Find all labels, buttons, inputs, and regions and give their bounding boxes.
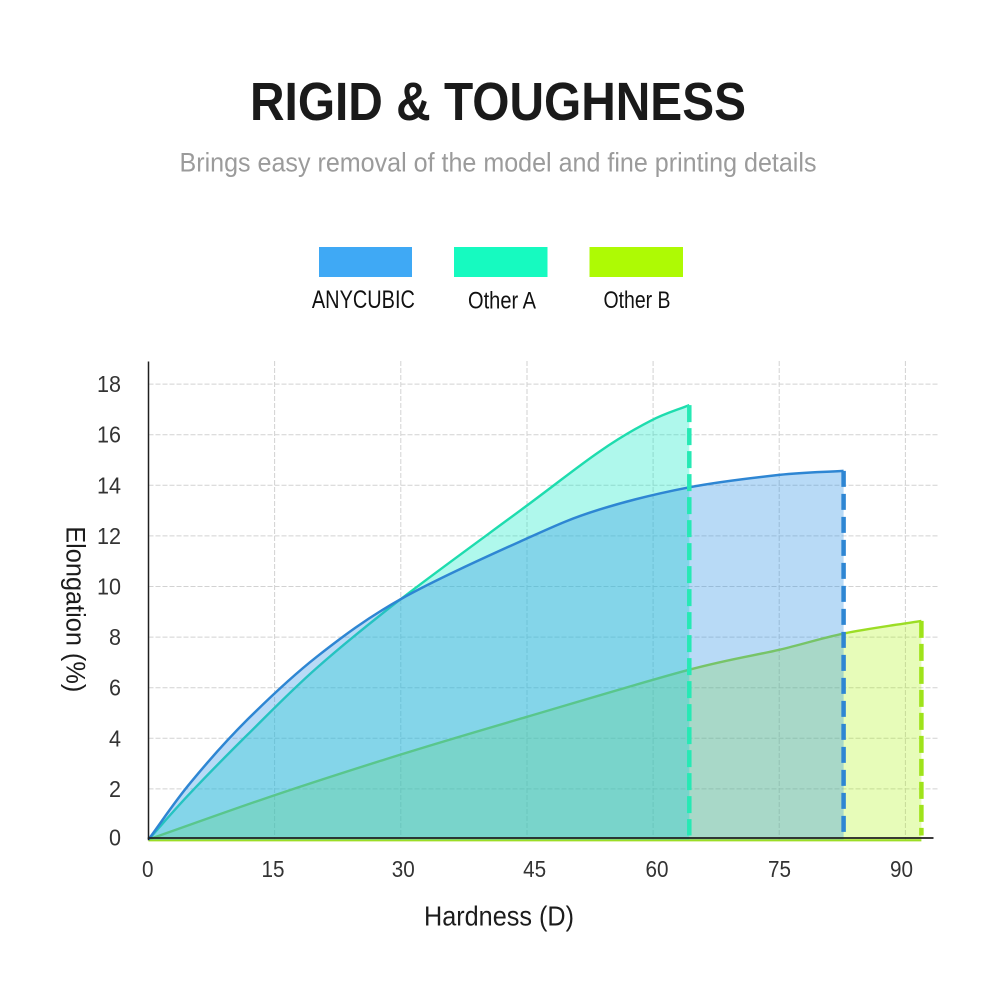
- svg-text:15: 15: [262, 856, 285, 882]
- svg-text:ANYCUBIC: ANYCUBIC: [312, 286, 415, 314]
- svg-text:30: 30: [392, 856, 415, 882]
- svg-text:0: 0: [142, 856, 154, 882]
- svg-text:12: 12: [97, 523, 121, 549]
- svg-text:Brings easy removal of the mod: Brings easy removal of the model and fin…: [180, 148, 817, 178]
- svg-text:45: 45: [523, 856, 546, 882]
- svg-text:90: 90: [890, 856, 913, 882]
- svg-text:Other B: Other B: [604, 287, 671, 314]
- svg-text:Elongation (%): Elongation (%): [61, 526, 91, 692]
- svg-text:4: 4: [109, 725, 121, 751]
- svg-text:Hardness (D): Hardness (D): [424, 901, 574, 932]
- svg-text:14: 14: [97, 472, 121, 498]
- svg-text:2: 2: [109, 776, 121, 802]
- svg-text:0: 0: [109, 825, 121, 851]
- svg-text:75: 75: [768, 856, 791, 882]
- svg-text:Other A: Other A: [468, 288, 536, 315]
- svg-text:16: 16: [97, 422, 121, 448]
- svg-text:8: 8: [109, 624, 121, 650]
- svg-text:RIGID & TOUGHNESS: RIGID & TOUGHNESS: [250, 72, 746, 132]
- svg-text:18: 18: [97, 371, 121, 397]
- svg-text:6: 6: [109, 675, 121, 701]
- svg-text:10: 10: [97, 574, 121, 600]
- svg-text:60: 60: [646, 856, 669, 882]
